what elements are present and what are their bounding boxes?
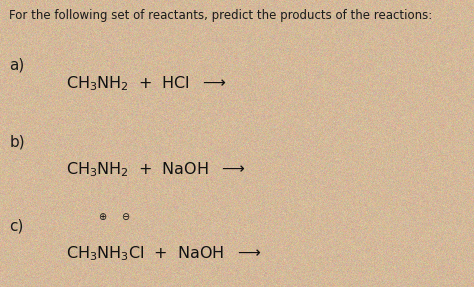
Text: For the following set of reactants, predict the products of the reactions:: For the following set of reactants, pred… <box>9 9 433 22</box>
Text: CH$_3$NH$_2$  +  NaOH  $\longrightarrow$: CH$_3$NH$_2$ + NaOH $\longrightarrow$ <box>66 161 246 179</box>
Text: ⊕: ⊕ <box>98 212 106 222</box>
Text: b): b) <box>9 135 25 150</box>
Text: a): a) <box>9 57 25 72</box>
Text: CH$_3$NH$_2$  +  HCl  $\longrightarrow$: CH$_3$NH$_2$ + HCl $\longrightarrow$ <box>66 75 227 93</box>
Text: CH$_3$NH$_3$Cl  +  NaOH  $\longrightarrow$: CH$_3$NH$_3$Cl + NaOH $\longrightarrow$ <box>66 244 262 263</box>
Text: c): c) <box>9 218 24 233</box>
Text: ⊖: ⊖ <box>121 212 130 222</box>
